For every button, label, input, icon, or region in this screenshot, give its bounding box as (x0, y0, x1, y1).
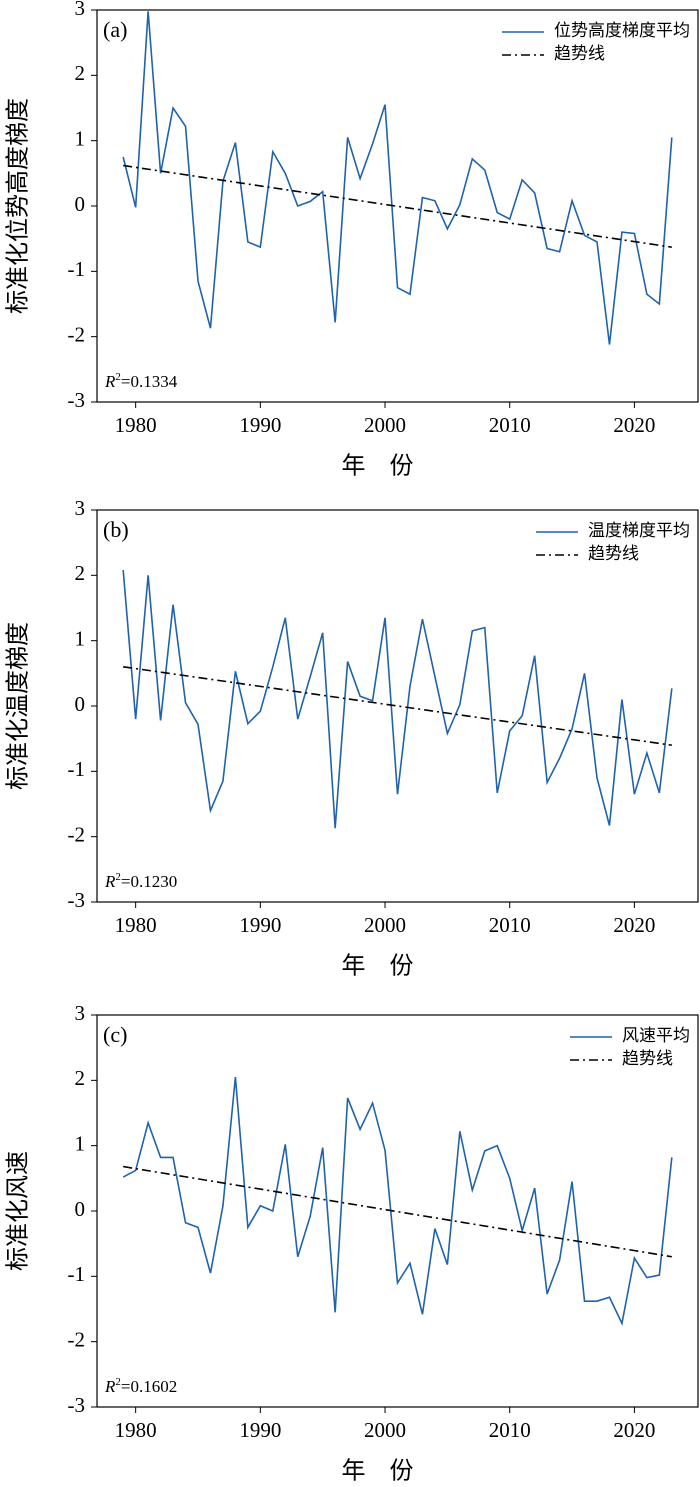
x-tick-label: 2000 (364, 1418, 406, 1442)
panel-label: (b) (103, 517, 129, 542)
y-tick-label: -3 (68, 888, 86, 912)
legend-label: 温度梯度平均 (588, 521, 690, 540)
y-tick-label: 2 (75, 561, 86, 585)
axes-frame (96, 509, 699, 903)
x-tick-label: 2020 (613, 1418, 655, 1442)
x-tick-label: 2000 (364, 913, 406, 937)
legend-label: 风速平均 (622, 1026, 690, 1045)
r-exp: 2 (115, 1376, 121, 1388)
x-axis-label: 年 份 (342, 1458, 414, 1485)
y-axis-label: 标准化风速 (5, 1151, 32, 1271)
y-tick-label: 2 (75, 1066, 86, 1090)
x-tick-label: 2020 (613, 913, 655, 937)
x-tick-label: 1990 (239, 413, 281, 437)
r-var: R (104, 872, 116, 891)
y-tick-label: 0 (75, 192, 86, 216)
x-tick-label: 2010 (489, 1418, 531, 1442)
y-tick-label: 3 (75, 496, 86, 520)
y-tick-label: -1 (68, 757, 86, 781)
y-tick-label: 1 (75, 126, 86, 150)
x-tick-label: 1980 (115, 413, 157, 437)
series-line (122, 11, 673, 345)
r-squared: R2=0.1602 (104, 1376, 177, 1396)
r-text: =0.1334 (121, 372, 178, 391)
x-tick-label: 1990 (239, 1418, 281, 1442)
legend-label: 趋势线 (588, 544, 639, 563)
y-tick-label: -2 (68, 1327, 86, 1351)
r-text: =0.1602 (121, 1377, 177, 1396)
y-tick-label: 1 (75, 1131, 86, 1155)
x-axis-label: 年 份 (342, 953, 414, 980)
x-tick-label: 2010 (489, 913, 531, 937)
x-axis-label: 年 份 (342, 453, 414, 480)
y-tick-label: 3 (75, 1001, 86, 1025)
r-squared: R2=0.1334 (104, 371, 178, 391)
y-axis-label: 标准化温度梯度 (5, 622, 32, 790)
legend-label: 趋势线 (622, 1049, 673, 1068)
axes-frame (96, 1014, 699, 1408)
y-tick-label: 3 (75, 0, 86, 20)
y-tick-label: -2 (68, 322, 86, 346)
series-line (123, 666, 672, 746)
series-line (122, 570, 673, 829)
r-text: =0.1230 (121, 872, 177, 891)
series-line (123, 164, 672, 248)
x-tick-label: 1980 (115, 913, 157, 937)
series-line (123, 1165, 672, 1258)
r-var: R (104, 372, 116, 391)
y-tick-label: -3 (68, 388, 86, 412)
axes-frame (96, 9, 699, 403)
r-exp: 2 (115, 871, 121, 883)
y-tick-label: -1 (68, 1262, 86, 1286)
y-axis-label: 标准化位势高度梯度 (5, 98, 32, 314)
legend-label: 趋势线 (554, 44, 605, 63)
r-var: R (104, 1377, 116, 1396)
x-tick-label: 2010 (489, 413, 531, 437)
y-tick-label: 2 (75, 61, 86, 85)
legend-label: 位势高度梯度平均 (554, 21, 690, 40)
y-tick-label: 0 (75, 1197, 86, 1221)
x-tick-label: 1990 (239, 913, 281, 937)
x-tick-label: 1980 (115, 1418, 157, 1442)
r-squared: R2=0.1230 (104, 871, 177, 891)
y-tick-label: -3 (68, 1393, 86, 1417)
panel-label: (a) (103, 17, 127, 42)
y-tick-label: 0 (75, 692, 86, 716)
panel-label: (c) (103, 1022, 127, 1047)
y-tick-label: -1 (68, 257, 86, 281)
series-line (122, 1076, 673, 1326)
r-exp: 2 (115, 371, 121, 383)
y-tick-label: -2 (68, 822, 86, 846)
x-tick-label: 2020 (613, 413, 655, 437)
y-tick-label: 1 (75, 626, 86, 650)
x-tick-label: 2000 (364, 413, 406, 437)
